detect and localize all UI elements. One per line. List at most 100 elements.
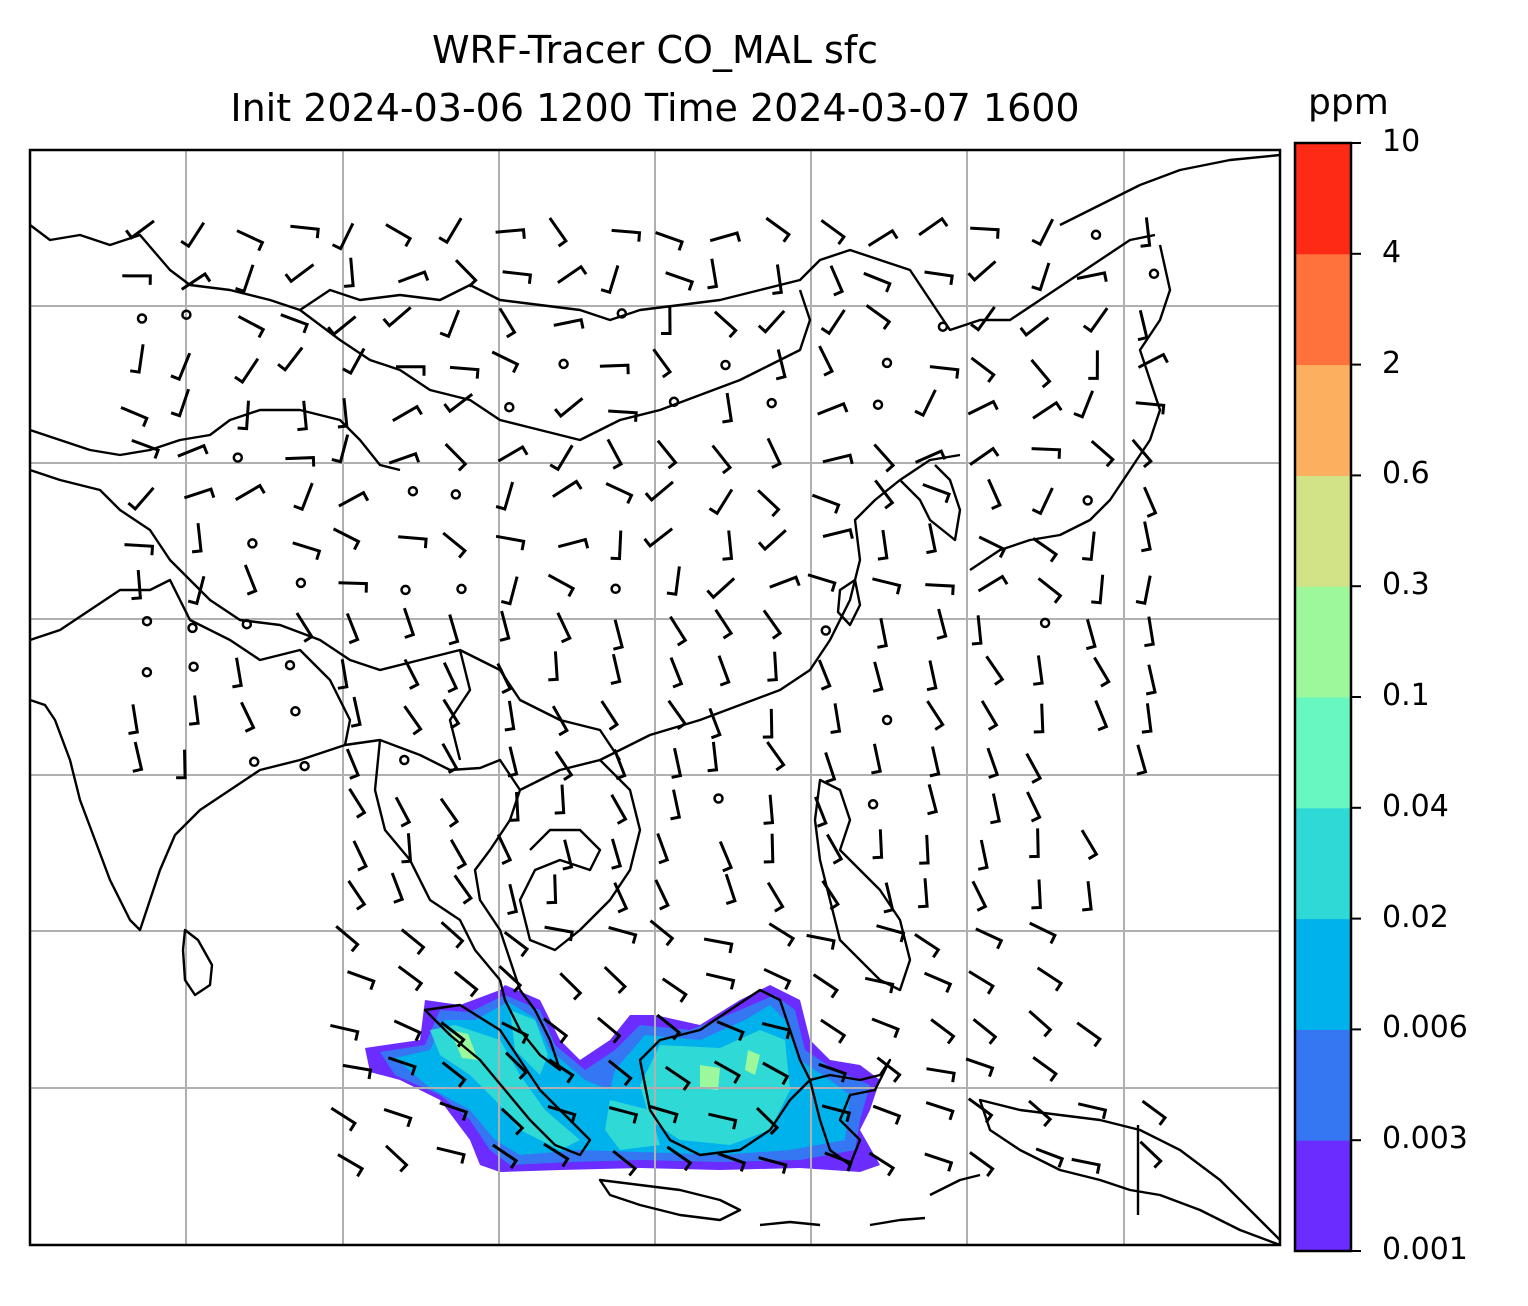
- wind-barb: [977, 574, 1009, 593]
- wind-barb: [132, 741, 144, 773]
- wind-barb: [394, 796, 412, 828]
- wind-barb: [768, 922, 796, 947]
- wind-barb: [1135, 401, 1166, 415]
- calm-wind-marker: [1039, 617, 1051, 629]
- wind-barb: [1093, 656, 1111, 688]
- wind-barb: [1026, 791, 1042, 823]
- wind-barb: [613, 748, 627, 781]
- wind-barb: [170, 388, 191, 418]
- wind-barb: [1036, 966, 1064, 992]
- colorbar-tick-label: 0.006: [1382, 1010, 1468, 1046]
- calm-wind-marker: [407, 485, 419, 497]
- wind-barb: [600, 700, 620, 731]
- wind-barb: [709, 231, 742, 243]
- calm-wind-marker: [187, 622, 198, 634]
- wind-barb: [927, 784, 939, 816]
- wind-barb: [874, 479, 895, 510]
- calm-wind-marker: [399, 754, 410, 766]
- colorbar-unit-label: ppm: [1308, 82, 1389, 123]
- wind-barb: [1141, 1099, 1168, 1126]
- wind-barb: [500, 1107, 525, 1136]
- wind-barb: [1140, 521, 1152, 553]
- wind-barb: [453, 874, 473, 905]
- wind-barb: [507, 883, 519, 916]
- colorbar: [1295, 142, 1361, 1252]
- wind-barb: [605, 482, 634, 505]
- wind-barb: [453, 970, 479, 998]
- wind-barb: [1088, 350, 1099, 380]
- wind-barb: [766, 741, 786, 772]
- wind-barb: [643, 527, 674, 549]
- wind-barb: [492, 1143, 519, 1170]
- wind-barb: [872, 661, 884, 693]
- wind-barb: [772, 264, 783, 295]
- wind-barb: [607, 1059, 633, 1087]
- wind-barb: [449, 839, 468, 870]
- wind-barb: [654, 879, 670, 911]
- wind-barb: [243, 564, 258, 596]
- wind-barb: [498, 307, 517, 339]
- wind-barb: [491, 350, 520, 374]
- wind-barb: [968, 970, 995, 995]
- coast-japan: [969, 244, 1172, 571]
- wind-barb: [191, 522, 203, 554]
- wind-barb: [914, 449, 947, 464]
- wind-barb: [554, 750, 574, 782]
- colorbar-tick-label: 0.001: [1382, 1232, 1468, 1267]
- wind-barb: [403, 658, 420, 690]
- wind-barb: [544, 925, 574, 942]
- wind-barb: [442, 531, 468, 559]
- coast-bay-bengal: [344, 738, 522, 991]
- colorbar-band: [1295, 807, 1351, 920]
- wind-barb: [1029, 828, 1040, 859]
- wind-barb: [876, 1056, 902, 1083]
- wind-barb: [440, 921, 465, 949]
- calm-wind-marker: [872, 399, 884, 410]
- wind-barb: [666, 1145, 693, 1172]
- wind-barb: [652, 348, 673, 379]
- wind-barb: [348, 788, 367, 819]
- wind-barb: [829, 265, 845, 297]
- calm-wind-marker: [141, 667, 153, 678]
- wind-barb: [824, 752, 837, 784]
- wind-barb: [705, 972, 736, 990]
- wind-barb: [440, 1021, 466, 1048]
- wind-barb: [873, 443, 896, 473]
- wind-barb: [872, 577, 902, 595]
- wind-barb: [1082, 531, 1096, 562]
- coast-sulawesi: [808, 1058, 892, 1167]
- border-central-asia: [30, 408, 401, 472]
- wind-barb: [548, 651, 559, 682]
- wind-barb: [1073, 390, 1094, 419]
- wind-barb: [987, 478, 1002, 510]
- wind-barb: [969, 446, 1000, 466]
- wind-barb: [125, 219, 155, 240]
- wind-barb: [497, 444, 529, 463]
- wind-barb: [131, 438, 161, 460]
- wind-barb: [1032, 537, 1059, 563]
- wind-barb: [232, 657, 243, 689]
- wind-barb: [495, 228, 526, 239]
- wind-barb: [969, 1151, 995, 1177]
- coast-java: [598, 1178, 742, 1222]
- wind-barb: [553, 397, 584, 419]
- wind-barb: [655, 231, 685, 251]
- calm-wind-marker: [181, 309, 192, 320]
- calm-wind-marker: [241, 618, 253, 630]
- wind-barb: [1031, 879, 1042, 910]
- wind-barb: [766, 881, 785, 913]
- calm-wind-marker: [713, 793, 724, 804]
- wind-barb: [926, 523, 937, 555]
- wind-barb: [393, 1019, 422, 1042]
- wind-barb: [277, 346, 304, 372]
- wind-barb: [825, 833, 844, 865]
- wind-barb: [234, 483, 266, 501]
- wind-barb: [757, 309, 786, 334]
- coast-indochina: [518, 758, 642, 952]
- wind-barb: [1031, 487, 1054, 516]
- wind-barb: [967, 260, 997, 283]
- wind-barb: [722, 392, 734, 424]
- wind-barb: [331, 222, 355, 251]
- wind-barb: [395, 365, 426, 376]
